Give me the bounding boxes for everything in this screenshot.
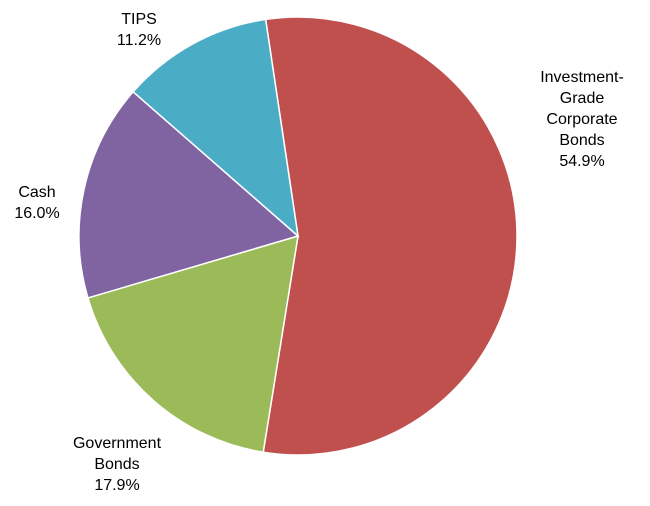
pie-slice-investment-grade-corporate-bonds <box>262 16 518 456</box>
slice-label-cash: Cash 16.0% <box>14 184 59 222</box>
slice-name-line: Bonds <box>559 132 604 149</box>
pie-slice-tips <box>132 18 300 238</box>
labels-layer: Investment- Grade Corporate Bonds 54.9% Gover… <box>14 11 623 494</box>
slice-name-line: Bonds <box>94 456 139 473</box>
slices-layer <box>78 16 518 456</box>
slice-name-line: Cash <box>18 184 55 201</box>
slice-name-line: Government <box>73 435 162 452</box>
slice-name-line: Grade <box>560 90 605 107</box>
slice-name-line: Investment- <box>540 69 624 86</box>
slice-label-investment-grade-corporate-bonds: Investment- Grade Corporate Bonds 54.9% <box>540 69 624 170</box>
slice-name-line: TIPS <box>121 11 157 28</box>
slice-percent-label: 11.2% <box>117 32 161 49</box>
slice-label-tips: TIPS 11.2% <box>117 11 161 49</box>
slice-percent-label: 17.9% <box>94 477 139 494</box>
pie-slice-cash <box>78 90 300 299</box>
slice-label-government-bonds: Government Bonds 17.9% <box>73 435 162 494</box>
slice-name-line: Corporate <box>546 111 617 128</box>
slice-percent-label: 54.9% <box>559 153 604 170</box>
slice-percent-label: 16.0% <box>14 205 59 222</box>
pie-slice-government-bonds <box>86 234 299 454</box>
